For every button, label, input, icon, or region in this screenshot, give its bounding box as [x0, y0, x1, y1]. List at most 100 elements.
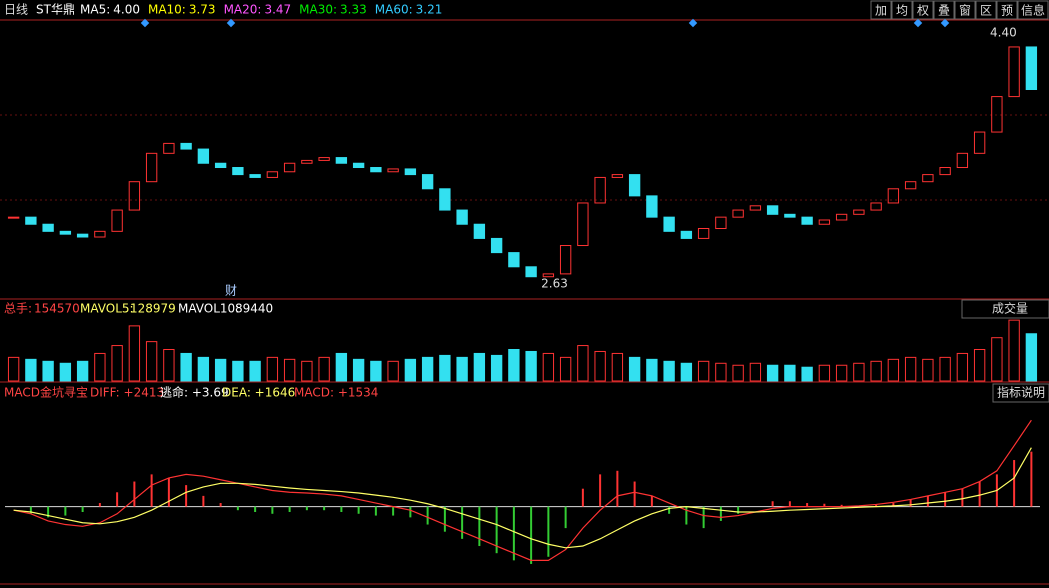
- volume-bar: [697, 360, 710, 382]
- toolbar-button-label[interactable]: 权: [917, 4, 929, 18]
- toolbar-button-label[interactable]: 信息: [1021, 3, 1045, 18]
- ma-value: 3.33: [340, 3, 367, 17]
- macd-diff: DIFF: +2413: [90, 386, 164, 400]
- candle: [94, 230, 106, 238]
- volume-bar: [59, 362, 72, 382]
- candle: [559, 245, 572, 275]
- toolbar-button[interactable]: [912, 0, 934, 20]
- candle: [542, 273, 555, 278]
- candle: [680, 230, 693, 239]
- ma-label: MA60:: [375, 3, 413, 17]
- volume-bar: [7, 356, 20, 382]
- toolbar-button-label[interactable]: 均: [896, 4, 908, 18]
- toolbar-button[interactable]: [1017, 0, 1049, 20]
- candle: [128, 181, 141, 211]
- toolbar-button[interactable]: [870, 0, 892, 20]
- candle: [335, 157, 348, 164]
- candle: [404, 168, 417, 176]
- ma-label: MA20:: [224, 3, 262, 17]
- indicator-help-label[interactable]: 指标说明: [997, 385, 1045, 400]
- candle: [1025, 46, 1038, 90]
- volume-bar: [1008, 319, 1020, 382]
- vol-total: 154570: [34, 302, 80, 316]
- candle: [42, 223, 54, 232]
- toolbar-button[interactable]: [954, 0, 976, 20]
- volume-bar: [646, 358, 658, 382]
- volume-bar: [439, 354, 451, 382]
- candle: [835, 213, 848, 221]
- toolbar-button[interactable]: [891, 0, 913, 20]
- max-price-label: 4.40: [990, 25, 1017, 39]
- toolbar-button[interactable]: [996, 0, 1018, 20]
- candle: [922, 174, 934, 183]
- candle: [7, 216, 20, 219]
- candle: [991, 96, 1003, 133]
- toolbar-button[interactable]: [975, 0, 997, 20]
- volume-bar: [542, 352, 555, 382]
- toolbar-button-label[interactable]: 叠: [938, 4, 950, 18]
- volume-bar: [421, 356, 434, 382]
- volume-bar: [266, 356, 279, 382]
- candle: [732, 209, 744, 218]
- volume-bar: [128, 325, 141, 382]
- candle: [352, 162, 365, 169]
- volume-bar: [163, 349, 175, 382]
- candle: [301, 159, 313, 164]
- volume-bar: [76, 360, 89, 382]
- candle: [214, 162, 227, 169]
- candle: [25, 216, 37, 225]
- candle: [577, 202, 589, 247]
- volume-bar: [1025, 333, 1038, 382]
- volume-bar: [956, 352, 969, 382]
- candle: [663, 216, 675, 232]
- candle: [439, 188, 451, 211]
- indicator-help-button[interactable]: [992, 383, 1049, 403]
- volume-bar: [904, 356, 917, 382]
- candle: [370, 167, 382, 173]
- volume-bar: [749, 362, 762, 382]
- toolbar-button-label[interactable]: 加: [875, 4, 887, 18]
- volume-bar: [94, 352, 106, 382]
- volume-bar: [525, 350, 537, 382]
- volume-bar: [508, 349, 520, 382]
- volume-bar: [680, 362, 693, 382]
- volume-bar: [973, 349, 986, 382]
- candle: [939, 167, 951, 176]
- volume-bar: [870, 360, 882, 382]
- candle: [508, 252, 520, 268]
- toolbar-button-label[interactable]: 窗: [959, 4, 971, 18]
- candle: [456, 209, 468, 225]
- mavol10: 89440: [235, 302, 273, 316]
- toolbar-button-label[interactable]: 预: [1001, 4, 1013, 18]
- volume-bar: [352, 358, 365, 382]
- volume-bar: [180, 352, 192, 382]
- candle: [904, 181, 917, 190]
- candle: [197, 148, 210, 164]
- candle: [697, 228, 710, 239]
- candle: [766, 205, 779, 215]
- macd-dea: DEA: +1646: [222, 386, 295, 400]
- volume-bar: [559, 356, 572, 382]
- mavol10-label: MAVOL10:: [178, 302, 239, 316]
- volume-button[interactable]: [961, 299, 1049, 319]
- candle: [490, 237, 503, 254]
- volume-bar: [473, 352, 486, 382]
- volume-bar: [456, 356, 468, 382]
- volume-bar: [318, 356, 330, 382]
- toolbar-button-label[interactable]: 区: [980, 4, 992, 18]
- candle: [180, 142, 192, 150]
- candle: [628, 174, 641, 197]
- volume-bar: [145, 341, 158, 382]
- candle: [749, 205, 762, 211]
- volume-bar: [732, 364, 744, 382]
- candle: [232, 167, 244, 176]
- volume-bar: [249, 360, 261, 382]
- volume-button-label[interactable]: 成交量: [992, 301, 1028, 316]
- toolbar-button[interactable]: [933, 0, 955, 20]
- volume-bar: [301, 360, 313, 382]
- finance-mark[interactable]: 财: [225, 284, 237, 298]
- ma-label: MA5:: [80, 3, 110, 17]
- volume-bar: [784, 364, 796, 382]
- volume-bar: [25, 358, 37, 382]
